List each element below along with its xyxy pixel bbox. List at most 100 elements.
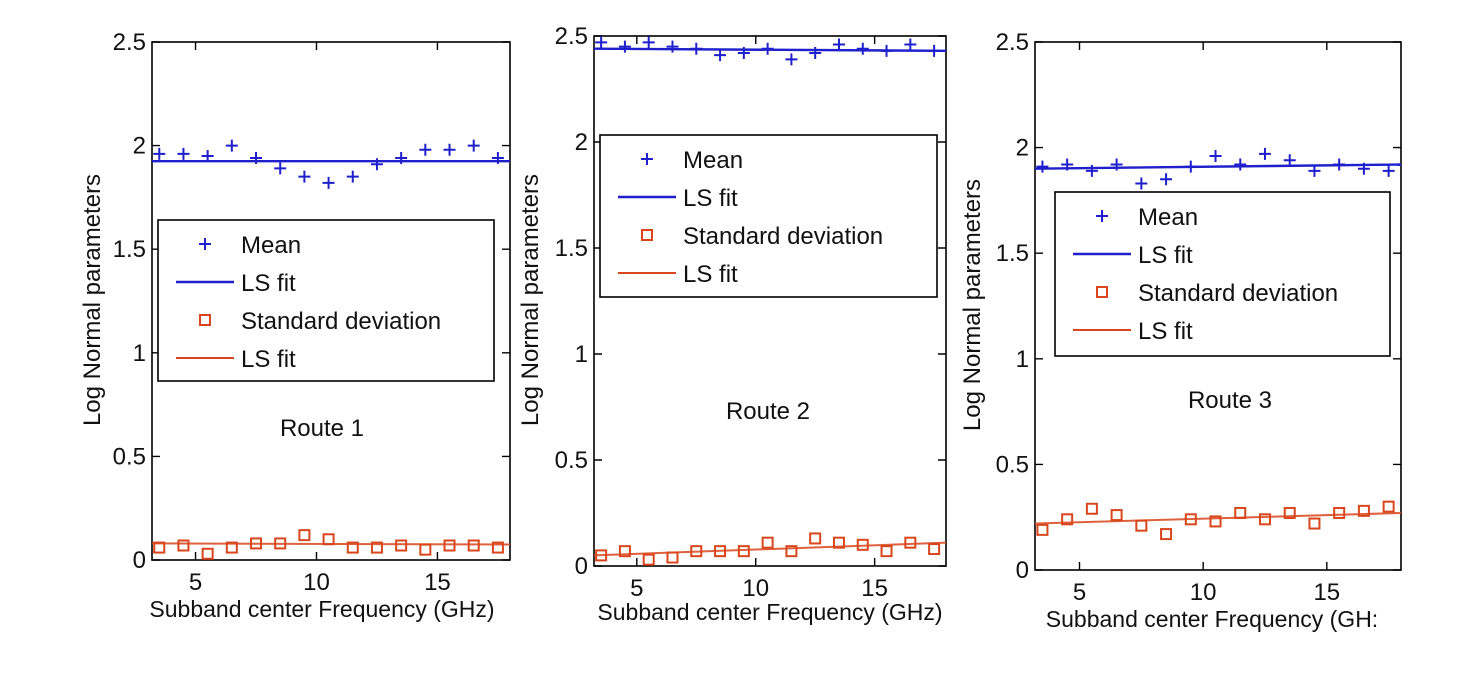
std-point xyxy=(928,543,941,556)
legend-label: Standard deviation xyxy=(1138,280,1338,307)
x-tick-label: 5 xyxy=(630,575,643,602)
legend-label: LS fit xyxy=(241,270,296,297)
mean-point xyxy=(225,139,238,152)
mean-point xyxy=(346,170,359,183)
y-axis-label: Log Normal parameters xyxy=(959,179,986,431)
mean-point xyxy=(467,139,480,152)
x-tick-label: 15 xyxy=(424,569,451,596)
mean-point xyxy=(618,40,631,53)
x-axis-label: Subband center Frequency (GHz) xyxy=(597,599,942,625)
std-point xyxy=(737,545,750,558)
y-tick-label: 2 xyxy=(1016,135,1029,162)
std-point xyxy=(322,533,335,546)
route-label: Route 2 xyxy=(726,398,810,425)
mean-point xyxy=(1160,173,1173,186)
x-tick-label: 5 xyxy=(189,569,202,596)
y-tick-label: 2 xyxy=(133,133,146,160)
y-tick-label: 1 xyxy=(575,341,588,368)
plot-area-frame xyxy=(151,41,511,561)
legend-label: LS fit xyxy=(683,185,738,212)
mean-point xyxy=(177,147,190,160)
std-point xyxy=(785,545,798,558)
y-tick-label: 1 xyxy=(1016,346,1029,373)
x-tick-label: 10 xyxy=(303,569,330,596)
mean-point xyxy=(1283,154,1296,167)
mean-point xyxy=(1209,150,1222,163)
mean-point xyxy=(904,38,917,51)
chart-panel-3: 0 0.5 1 1.5 2 2.5 5 10 15 Mean LS fit Standard devi… xyxy=(959,29,1402,632)
mean-point xyxy=(274,162,287,175)
std-point xyxy=(1357,504,1370,517)
chart-panel-1: 0 0.5 1 1.5 2 2.5 5 10 15 Mean LS fit Standard devi… xyxy=(79,29,511,622)
mean-point xyxy=(595,36,608,49)
legend-label: Mean xyxy=(1138,204,1198,231)
std-point xyxy=(1308,517,1321,530)
y-tick-label: 1.5 xyxy=(996,240,1029,267)
legend-box xyxy=(157,219,495,382)
y-tick-label: 2.5 xyxy=(113,29,146,56)
std-point xyxy=(1209,515,1222,528)
x-axis-label: Subband center Frequency (GHz) xyxy=(149,596,494,622)
std-point xyxy=(1061,513,1074,526)
std-point xyxy=(618,545,631,558)
legend-label: LS fit xyxy=(683,261,738,288)
x-tick-label: 10 xyxy=(1190,579,1217,606)
mean-point xyxy=(298,170,311,183)
y-axis-label: Log Normal parameters xyxy=(517,174,544,426)
std-point xyxy=(443,539,456,552)
legend-std-marker xyxy=(1096,286,1108,298)
mean-point xyxy=(832,38,845,51)
std-point xyxy=(491,541,504,554)
std-point xyxy=(809,532,822,545)
x-tick-label: 15 xyxy=(861,575,888,602)
std-point xyxy=(225,541,238,554)
mean-point xyxy=(1036,160,1049,173)
legend-mean-marker xyxy=(1096,210,1108,222)
legend-label: LS fit xyxy=(1138,242,1193,269)
std-point xyxy=(1135,519,1148,532)
ls-fit-line xyxy=(1034,511,1402,525)
y-tick-label: 1 xyxy=(133,340,146,367)
y-tick-label: 1.5 xyxy=(113,236,146,263)
ls-fit-line xyxy=(593,541,947,557)
std-point xyxy=(1085,502,1098,515)
x-axis-label: Subband center Frequency (GH: xyxy=(1046,606,1378,632)
legend-std-marker xyxy=(199,314,211,326)
std-point xyxy=(1036,523,1049,536)
ls-fit-line xyxy=(1034,163,1402,170)
std-point xyxy=(467,539,480,552)
std-point xyxy=(761,536,774,549)
std-point xyxy=(201,547,214,560)
legend-label: LS fit xyxy=(241,346,296,373)
mean-point xyxy=(1308,164,1321,177)
ls-fit-line xyxy=(151,542,511,546)
y-tick-label: 2 xyxy=(575,129,588,156)
legend-mean-marker xyxy=(641,153,653,165)
route-label: Route 1 xyxy=(280,415,364,442)
mean-point xyxy=(809,46,822,59)
std-point xyxy=(1258,513,1271,526)
y-tick-label: 0 xyxy=(133,547,146,574)
y-tick-label: 1.5 xyxy=(555,235,588,262)
mean-point xyxy=(666,40,679,53)
mean-point xyxy=(1085,164,1098,177)
y-tick-label: 0 xyxy=(1016,557,1029,584)
legend: Mean LS fit Standard deviation LS fit xyxy=(1054,191,1391,357)
y-axis-label: Log Normal parameters xyxy=(79,174,106,426)
std-point xyxy=(832,536,845,549)
mean-point xyxy=(714,49,727,62)
legend: Mean LS fit Standard deviation LS fit xyxy=(599,134,938,298)
std-point xyxy=(1283,506,1296,519)
std-point xyxy=(395,539,408,552)
std-point xyxy=(1234,506,1247,519)
x-tick-label: 10 xyxy=(742,575,769,602)
legend-box xyxy=(599,134,938,298)
route-label: Route 3 xyxy=(1188,387,1272,414)
std-point xyxy=(298,529,311,542)
mean-point xyxy=(322,176,335,189)
plot-area-frame xyxy=(1034,41,1402,571)
std-point xyxy=(904,536,917,549)
mean-point xyxy=(1382,164,1395,177)
mean-point xyxy=(785,53,798,66)
